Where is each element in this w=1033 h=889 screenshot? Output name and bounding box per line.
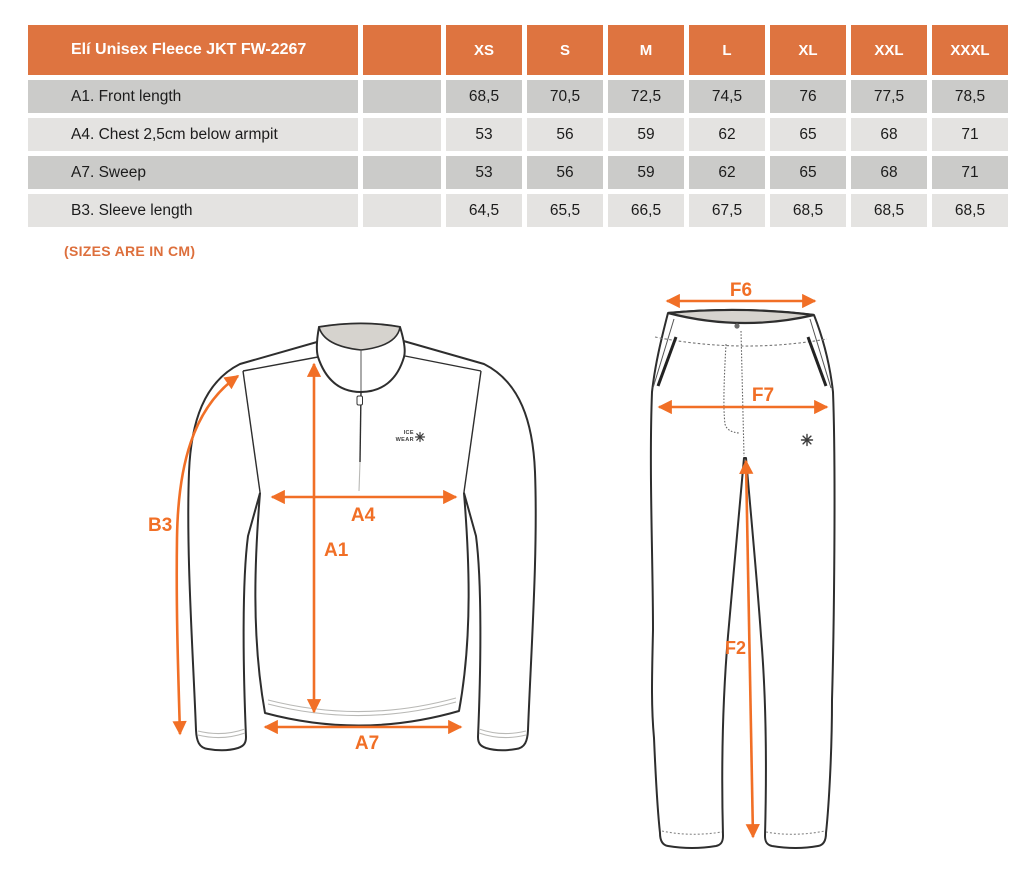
size-value: 53 — [446, 118, 522, 151]
waist-button — [734, 323, 740, 329]
row-spacer — [363, 80, 441, 113]
jacket-diagram: ICE WEAR B3 A1 A4 A7 — [148, 322, 537, 754]
jacket-collar-inner — [318, 322, 401, 351]
a4-label: A4 — [351, 505, 376, 526]
snowflake-icon — [800, 433, 814, 447]
size-value: 59 — [608, 156, 684, 189]
size-column-header: XL — [770, 25, 846, 75]
jacket-left-cuff-stitch — [197, 732, 246, 739]
units-note: (SIZES ARE IN CM) — [64, 243, 196, 259]
size-value: 68,5 — [446, 80, 522, 113]
size-column-header: XXL — [851, 25, 927, 75]
pants-outline — [649, 308, 836, 849]
row-label: A1. Front length — [28, 80, 358, 113]
size-value: 68 — [851, 118, 927, 151]
row-spacer — [363, 194, 441, 227]
b3-sleeve-arrow — [172, 374, 240, 736]
size-value: 62 — [689, 118, 765, 151]
table-header-spacer — [363, 25, 441, 75]
size-value: 66,5 — [608, 194, 684, 227]
size-value: 64,5 — [446, 194, 522, 227]
size-column-header: XS — [446, 25, 522, 75]
zipper-tail — [358, 461, 361, 492]
jacket-hem-stitch — [267, 697, 457, 713]
size-value: 65,5 — [527, 194, 603, 227]
pants-waist-opening — [667, 308, 815, 325]
jacket-left-raglan-seam — [242, 370, 261, 493]
size-column-header: S — [527, 25, 603, 75]
f2-label: F2 — [725, 638, 746, 658]
size-value: 74,5 — [689, 80, 765, 113]
table-title: Elí Unisex Fleece JKT FW-2267 — [28, 25, 358, 75]
brand-logo: ICE WEAR — [396, 430, 426, 443]
left-pocket-opening — [656, 336, 678, 387]
f6-label: F6 — [730, 280, 752, 301]
zipper-pull — [356, 395, 363, 406]
pants-diagram: F6 F7 F2 — [649, 280, 836, 849]
f2-inseam-arrow — [739, 459, 760, 839]
size-value: 77,5 — [851, 80, 927, 113]
size-value: 56 — [527, 118, 603, 151]
size-value: 68,5 — [932, 194, 1008, 227]
size-value: 70,5 — [527, 80, 603, 113]
row-spacer — [363, 156, 441, 189]
size-value: 72,5 — [608, 80, 684, 113]
f7-label: F7 — [752, 385, 774, 406]
row-spacer — [363, 118, 441, 151]
size-value: 71 — [932, 118, 1008, 151]
jacket-right-cuff-stitch — [478, 732, 527, 739]
a1-label: A1 — [324, 540, 349, 561]
brand-text-ice: ICE — [404, 430, 414, 436]
b3-label: B3 — [148, 515, 172, 536]
brand-text-wear: WEAR — [396, 437, 414, 443]
jacket-right-yoke-seam — [404, 355, 482, 372]
size-column-header: M — [608, 25, 684, 75]
size-column-header: XXXL — [932, 25, 1008, 75]
size-value: 67,5 — [689, 194, 765, 227]
jacket-right-raglan-seam — [463, 370, 482, 493]
size-value: 68,5 — [770, 194, 846, 227]
size-value: 78,5 — [932, 80, 1008, 113]
snowflake-icon — [414, 431, 426, 443]
size-column-header: L — [689, 25, 765, 75]
jacket-right-cuff-stitch — [478, 728, 527, 735]
size-value: 59 — [608, 118, 684, 151]
right-hem-stitch — [765, 830, 826, 835]
size-value: 62 — [689, 156, 765, 189]
size-value: 56 — [527, 156, 603, 189]
size-value: 65 — [770, 118, 846, 151]
size-chart-table: Elí Unisex Fleece JKT FW-2267 XS S M L XL XXL X… — [28, 25, 1008, 227]
row-label: A7. Sweep — [28, 156, 358, 189]
jacket-hem-stitch — [267, 701, 457, 717]
fly-j-stitch — [723, 343, 740, 434]
size-value: 53 — [446, 156, 522, 189]
size-value: 68 — [851, 156, 927, 189]
size-value: 65 — [770, 156, 846, 189]
left-hem-stitch — [661, 830, 723, 835]
row-label: B3. Sleeve length — [28, 194, 358, 227]
row-label: A4. Chest 2,5cm below armpit — [28, 118, 358, 151]
size-value: 76 — [770, 80, 846, 113]
right-pocket-opening — [806, 336, 828, 387]
size-value: 71 — [932, 156, 1008, 189]
a7-label: A7 — [355, 733, 379, 754]
left-pocket-seam — [652, 318, 675, 389]
right-pocket-seam — [809, 318, 832, 389]
size-value: 68,5 — [851, 194, 927, 227]
jacket-left-yoke-seam — [242, 356, 319, 372]
